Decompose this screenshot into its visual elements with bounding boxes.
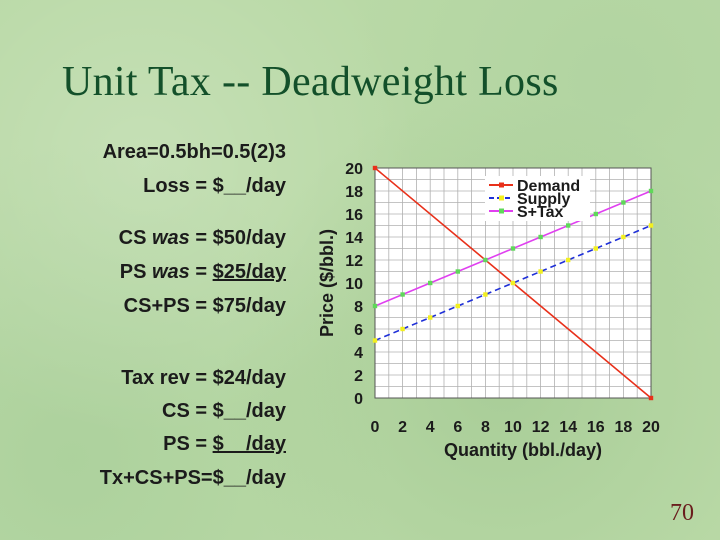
supply-point	[593, 246, 598, 251]
legend-tax-marker	[499, 208, 504, 214]
tax-point	[372, 303, 378, 309]
supply-point	[566, 257, 571, 263]
tax-point	[566, 223, 571, 228]
cs-line: CS = $__/day	[162, 400, 286, 422]
supply-point	[538, 269, 543, 274]
x-axis-label: Quantity (bbl./day)	[444, 440, 602, 460]
ps-was-label: PS	[119, 261, 147, 283]
supply-point	[428, 315, 433, 320]
cs-was-word: was	[152, 227, 190, 249]
tax-point	[483, 257, 488, 263]
supply-point	[400, 326, 405, 332]
total-line: Tx+CS+PS=$__/day	[99, 467, 286, 489]
x-tick-label: 14	[559, 419, 577, 436]
tax-point	[621, 200, 626, 205]
supply-point	[621, 234, 626, 240]
y-tick-label: 8	[354, 299, 363, 316]
legend-supply-marker	[499, 195, 504, 201]
supply-point	[372, 338, 378, 343]
legend-tax-label: S+Tax	[517, 204, 564, 221]
supply-point	[483, 292, 488, 297]
y-tick-label: 14	[345, 230, 363, 247]
ps-eq: PS =	[163, 433, 208, 455]
y-tick-label: 2	[354, 368, 363, 385]
ps-was-line: PS was = $25/day	[0, 260, 286, 284]
x-tick-label: 18	[615, 419, 633, 436]
y-tick-label: 20	[345, 161, 363, 178]
slide-title: Unit Tax -- Deadweight Loss	[62, 59, 559, 105]
legend-demand-marker	[499, 182, 504, 188]
tax-point	[428, 280, 433, 286]
supply-point	[510, 280, 516, 286]
ps-line: PS = $__/day	[0, 432, 286, 456]
tax-point	[455, 269, 460, 274]
y-axis-label: Price ($/bbl.)	[317, 229, 337, 337]
ps-value: $__/day	[212, 433, 286, 455]
x-tick-label: 16	[587, 419, 605, 436]
cs-was-line: CS was = $50/day	[0, 226, 286, 250]
tax-point	[400, 292, 405, 297]
plot-border	[374, 167, 652, 399]
loss-line: Loss = $__/day	[143, 175, 286, 197]
area-formula: Area=0.5bh=0.5(2)3	[102, 141, 286, 163]
y-tick-label: 12	[345, 253, 363, 270]
x-tick-label: 12	[532, 419, 550, 436]
cs-ps-line: CS+PS = $75/day	[123, 295, 286, 317]
y-tick-label: 0	[354, 391, 363, 408]
ps-was-value: $25/day	[212, 261, 286, 283]
tax-point	[593, 211, 598, 217]
y-tick-label: 6	[354, 322, 363, 339]
x-tick-label: 2	[398, 419, 407, 436]
demand-point	[648, 395, 654, 401]
cs-was-value: = $50/day	[195, 227, 286, 249]
y-tick-label: 4	[354, 345, 363, 362]
legend-supply-label: Supply	[517, 191, 570, 208]
y-tick-label: 16	[345, 207, 363, 224]
supply-point	[648, 223, 654, 228]
tax-point	[538, 234, 543, 240]
ps-was-word: was	[151, 261, 190, 283]
tax-rev-line: Tax rev = $24/day	[121, 367, 286, 389]
tax-point	[648, 188, 654, 194]
x-tick-label: 8	[481, 419, 490, 436]
cs-was-label: CS	[118, 227, 147, 249]
x-tick-label: 4	[426, 419, 435, 436]
tax-point	[510, 246, 516, 251]
ps-was-eq: =	[195, 261, 208, 283]
supply-point	[455, 303, 460, 309]
x-tick-label: 6	[453, 419, 462, 436]
y-tick-label: 10	[345, 276, 363, 293]
x-tick-label: 10	[504, 419, 522, 436]
x-tick-label: 0	[371, 419, 380, 436]
x-tick-label: 20	[642, 419, 660, 436]
demand-point	[372, 165, 378, 171]
legend-demand-label: Demand	[517, 178, 580, 195]
slide-number: 70	[670, 500, 694, 526]
y-tick-label: 18	[345, 184, 363, 201]
